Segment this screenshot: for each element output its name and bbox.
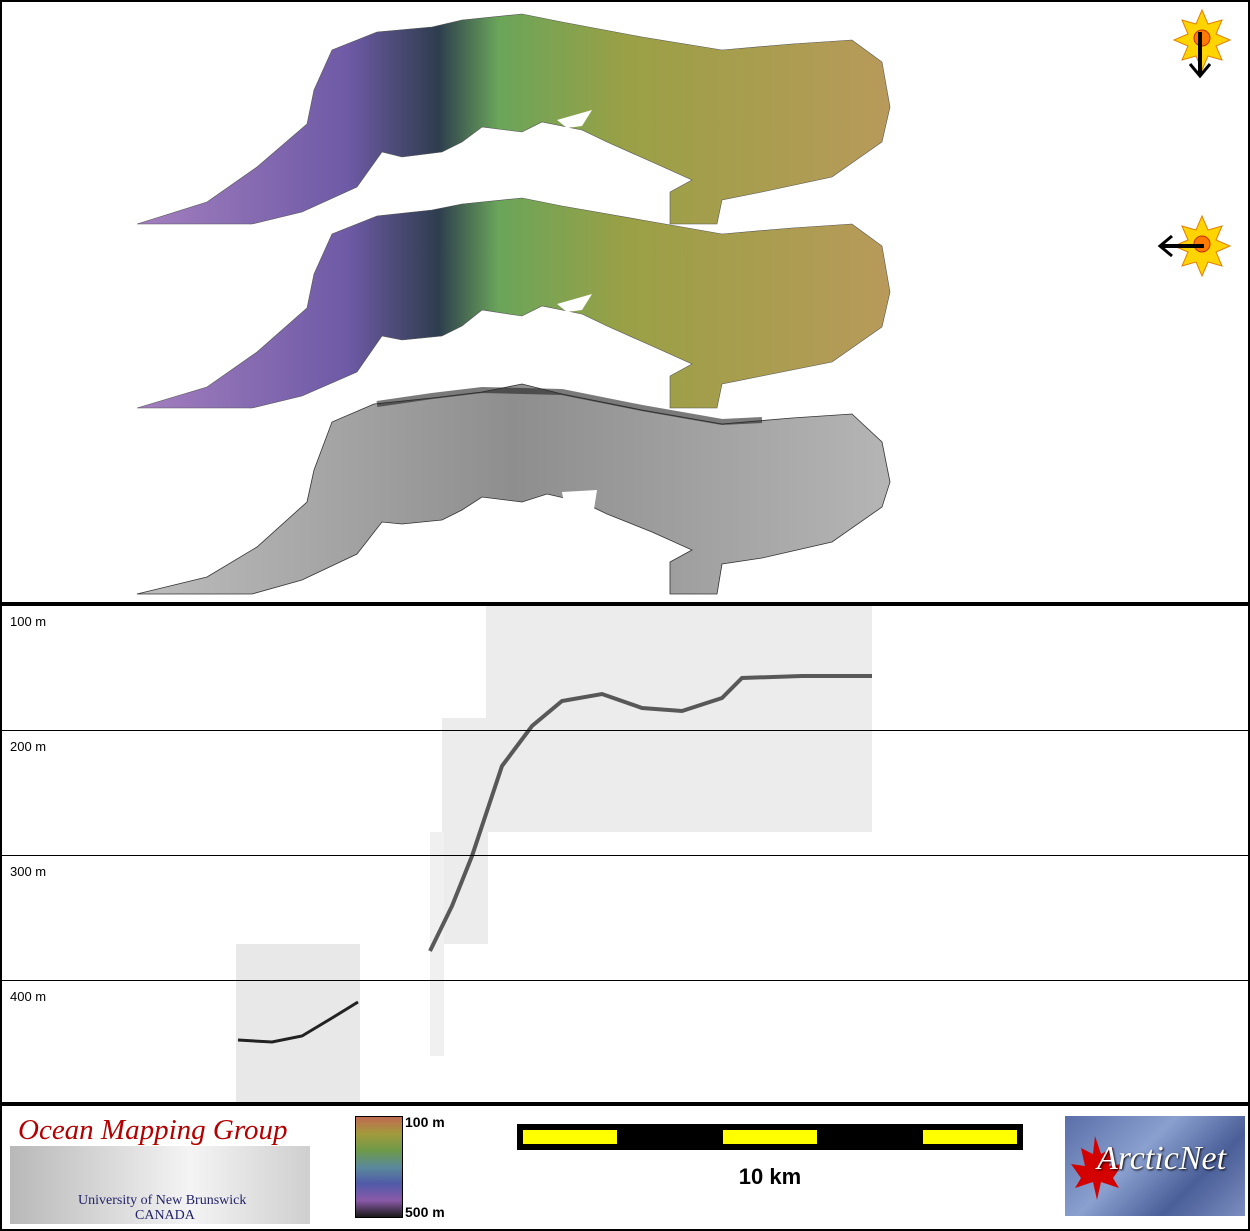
depth-gridline-200 [2,730,1248,731]
scale-segment-1 [523,1130,617,1144]
depth-label-300: 300 m [10,864,47,879]
sun-illumination-icon-north [1172,8,1232,79]
depth-label-100: 100 m [10,614,47,629]
map-panel [2,2,1248,602]
backscatter-map [136,383,891,595]
panel-divider-top [0,602,1250,606]
scale-segment-2 [723,1130,817,1144]
arcticnet-logo [1065,1116,1245,1216]
depth-gridline-300 [2,855,1248,856]
scale-bar [517,1124,1023,1150]
scale-bar-label: 10 km [738,1164,802,1189]
omg-logo-image [10,1146,310,1224]
depth-label-200: 200 m [10,739,47,754]
bathymetry-map-north-lit [136,13,891,225]
colorbar-bottom-label: 500 m [405,1204,445,1220]
panel-divider-bottom [0,1102,1250,1106]
profile-panel [2,606,1248,1102]
bathymetry-map-east-lit [136,197,891,409]
bathymetry-maps [136,8,1232,595]
depth-colorbar [355,1116,403,1218]
arcticnet-logo-text: ArcticNet [1097,1140,1227,1177]
depth-gridline-400 [2,980,1248,981]
maple-leaf-icon [1071,1136,1123,1200]
omg-logo-title: Ocean Mapping Group [18,1114,288,1146]
omg-logo-university: University of New Brunswick [78,1193,247,1208]
sun-illumination-icon-east [1157,214,1232,278]
colorbar-top-label: 100 m [405,1114,445,1130]
seismic-profile [236,606,872,1102]
depth-label-400: 400 m [10,989,47,1004]
omg-logo-country: CANADA [135,1208,195,1223]
scale-segment-3 [923,1130,1017,1144]
